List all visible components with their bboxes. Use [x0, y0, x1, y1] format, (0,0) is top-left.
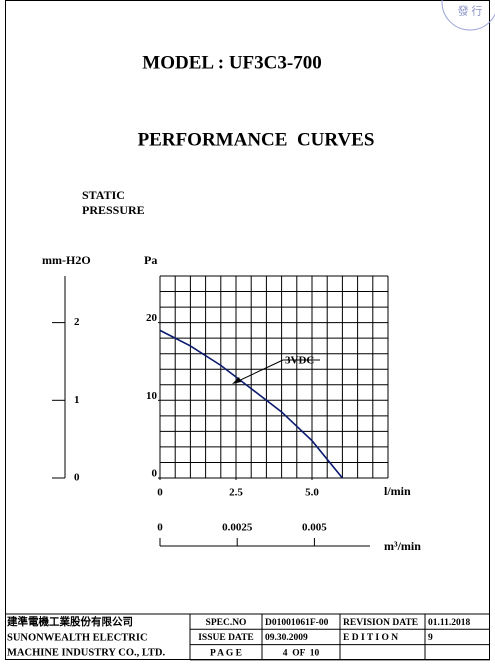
table-cell: D01001061F-00 [265, 618, 329, 628]
series-label: 3VDC [285, 355, 314, 367]
table-cell: 09.30.2009 [265, 633, 308, 643]
x-tick-label: 5.0 [305, 487, 319, 499]
stamp [441, 0, 495, 31]
secondary-y-label: mm-H2O [42, 253, 91, 267]
footer-table: 建準電機工業股份有限公司 SPEC.NO D01001061F-00 REVISION… [5, 613, 490, 661]
x-unit: l/min [384, 484, 411, 498]
secondary-x-tick-label: 0 [157, 522, 163, 534]
table-cell: SUNONWEALTH ELECTRIC [7, 632, 148, 643]
section-title: PERFORMANCE CURVES [138, 129, 375, 150]
table-cell: P A G E [210, 648, 242, 658]
stamp-text: 發 行 [458, 4, 483, 18]
annotation-leader [233, 359, 284, 384]
page-border [5, 0, 490, 660]
annotation-arrow [232, 377, 241, 384]
secondary-x-label: m³/min [384, 539, 421, 553]
y-tick-label: 0 [152, 468, 158, 480]
secondary-y-tick-label: 1 [74, 394, 80, 406]
model-title: MODEL : UF3C3-700 [142, 52, 321, 73]
y-unit: Pa [144, 253, 157, 267]
curve [159, 329, 344, 479]
x-tick-label: 0 [157, 487, 163, 499]
table-cell: SPEC.NO [206, 618, 247, 628]
table-cell: 9 [428, 633, 433, 643]
table-cell: E D I T I O N [343, 633, 398, 643]
y-label: STATIC [82, 188, 125, 202]
y-label: PRESSURE [82, 203, 145, 217]
table-cell: REVISION DATE [343, 618, 418, 628]
table-cell: 4 OF 10 [283, 648, 320, 658]
secondary-y-tick-label: 0 [74, 472, 80, 484]
table-cell: 01.11.2018 [428, 618, 470, 628]
secondary-y-tick-label: 2 [74, 316, 80, 328]
table-cell: 建準電機工業股份有限公司 [6, 615, 133, 628]
y-tick-label: 10 [146, 390, 158, 402]
secondary-x-tick-label: 0.005 [302, 522, 327, 534]
table-cell: MACHINE INDUSTRY CO., LTD. [7, 648, 166, 659]
table-cell: ISSUE DATE [198, 633, 254, 643]
secondary-x-tick-label: 0.0025 [222, 522, 253, 534]
y-tick-label: 20 [146, 312, 158, 324]
x-tick-label: 2.5 [229, 487, 243, 499]
